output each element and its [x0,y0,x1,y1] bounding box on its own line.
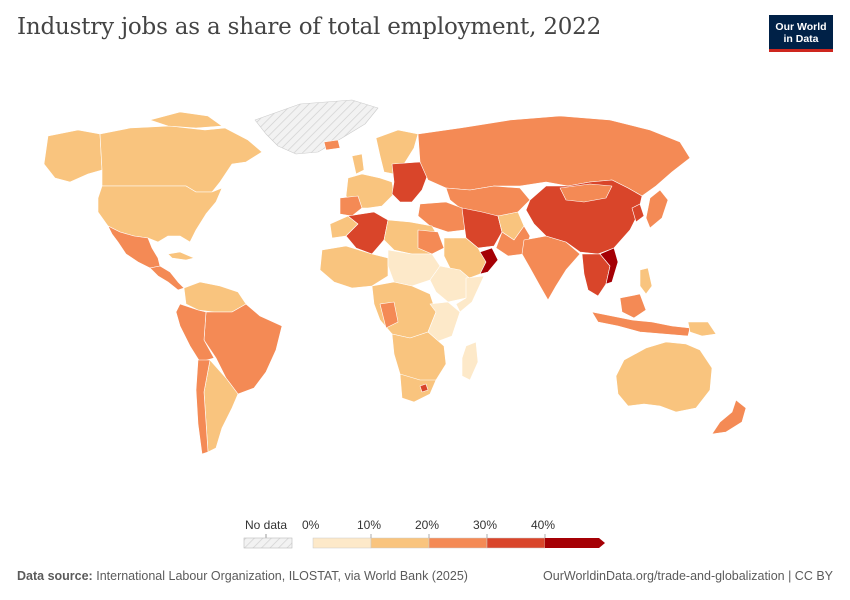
region-indonesia[interactable] [591,311,691,337]
logo-line2: in Data [783,33,819,45]
region-borneo[interactable] [619,293,647,319]
legend-swatch-over-40 [545,538,605,548]
owid-logo[interactable]: Our World in Data [769,15,833,52]
region-australia[interactable] [615,341,713,413]
region-uk[interactable] [351,153,365,175]
legend-tick-10: 10% [357,518,382,532]
region-south-africa[interactable] [399,373,437,403]
legend-swatch-30-40 [486,537,546,549]
region-new-zealand[interactable] [711,399,747,435]
region-iran[interactable] [461,207,503,249]
logo-line1: Our World [775,21,827,33]
world-map[interactable] [0,90,850,470]
map-legend: No data 0% 10% 20% 30% 40% [240,518,620,558]
chart-title: Industry jobs as a share of total employ… [17,14,602,40]
region-japan[interactable] [645,189,669,229]
region-west-africa[interactable] [319,245,389,289]
region-korea[interactable] [631,203,645,223]
region-egypt[interactable] [417,229,445,255]
legend-swatch-no-data [243,537,293,549]
legend-tick-40: 40% [531,518,556,532]
region-china[interactable] [525,179,643,255]
region-iberia[interactable] [339,195,363,217]
legend-no-data-label: No data [245,518,288,532]
region-madagascar[interactable] [461,341,479,381]
legend-swatch-20-30 [428,537,488,549]
region-gabon-congo[interactable] [379,301,399,329]
data-source-text[interactable]: International Labour Organization, ILOST… [96,569,468,583]
region-north-south-america[interactable] [183,281,247,313]
region-philippines[interactable] [639,267,653,295]
legend-swatches [243,534,605,549]
region-russia[interactable] [417,115,691,197]
legend-tick-30: 30% [473,518,498,532]
region-middle-east[interactable] [417,201,471,233]
region-alaska[interactable] [43,129,103,183]
region-vietnam[interactable] [599,247,619,285]
region-chile[interactable] [195,359,211,455]
region-iceland[interactable] [323,139,341,151]
region-central-america[interactable] [149,265,185,291]
footer-url[interactable]: OurWorldinData.org/trade-and-globalizati… [543,569,833,583]
legend-swatch-0-10 [312,537,372,549]
region-east-africa-low[interactable] [427,301,461,343]
region-oman[interactable] [479,247,499,275]
region-canada-islands[interactable] [149,111,223,129]
region-png[interactable] [687,321,717,337]
data-source-label: Data source: [17,569,93,583]
legend-tick-20: 20% [415,518,440,532]
legend-swatch-10-20 [370,537,430,549]
region-cuba[interactable] [167,251,195,261]
legend-tick-0: 0% [302,518,320,532]
region-brazil[interactable] [203,303,283,395]
region-lesotho[interactable] [419,383,429,393]
region-mongolia[interactable] [559,183,613,203]
region-greenland[interactable] [254,99,379,155]
region-ethiopia[interactable] [429,265,475,303]
region-canada[interactable] [99,125,263,193]
data-source: Data source: International Labour Organi… [17,569,468,583]
